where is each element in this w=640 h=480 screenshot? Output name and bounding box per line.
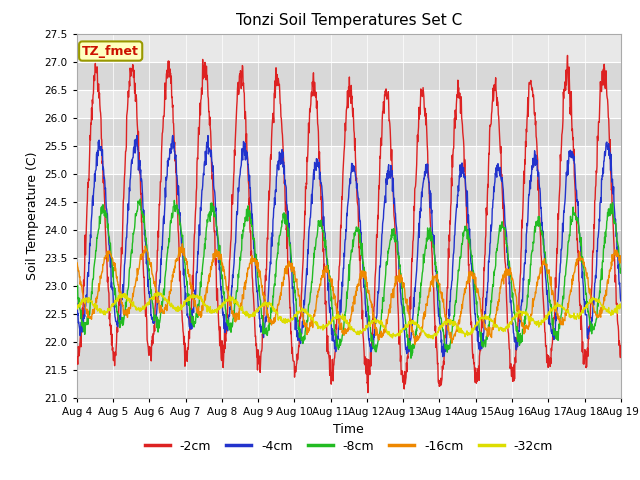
- Bar: [77, 258, 621, 286]
- Bar: [77, 174, 621, 202]
- -16cm: [179, 241, 186, 247]
- -2cm: [617, 343, 625, 348]
- -8cm: [136, 196, 144, 202]
- -2cm: [180, 351, 188, 357]
- -2cm: [434, 361, 442, 367]
- -4cm: [195, 251, 202, 257]
- Line: -4cm: -4cm: [77, 135, 621, 357]
- -8cm: [434, 277, 442, 283]
- -4cm: [133, 132, 141, 138]
- -4cm: [434, 288, 442, 294]
- -16cm: [73, 260, 81, 265]
- -32cm: [181, 301, 189, 307]
- -32cm: [505, 324, 513, 330]
- Line: -8cm: -8cm: [77, 199, 621, 358]
- -32cm: [195, 295, 202, 301]
- -32cm: [617, 301, 625, 307]
- -2cm: [505, 331, 513, 336]
- Line: -2cm: -2cm: [77, 55, 621, 393]
- -32cm: [434, 329, 442, 335]
- -8cm: [195, 301, 202, 307]
- -8cm: [553, 336, 561, 342]
- -16cm: [195, 311, 202, 317]
- Bar: [77, 202, 621, 230]
- -4cm: [181, 283, 189, 289]
- -32cm: [429, 336, 436, 342]
- -4cm: [255, 308, 263, 314]
- Bar: [77, 146, 621, 174]
- -16cm: [411, 342, 419, 348]
- -32cm: [73, 303, 81, 309]
- -2cm: [364, 390, 372, 396]
- -8cm: [255, 282, 263, 288]
- Bar: [77, 342, 621, 371]
- -4cm: [73, 300, 81, 306]
- -8cm: [505, 263, 513, 269]
- Legend: -2cm, -4cm, -8cm, -16cm, -32cm: -2cm, -4cm, -8cm, -16cm, -32cm: [140, 435, 558, 458]
- Bar: [77, 286, 621, 314]
- -32cm: [154, 289, 161, 295]
- Bar: [77, 61, 621, 90]
- -2cm: [553, 260, 561, 266]
- -16cm: [255, 271, 263, 276]
- Bar: [77, 230, 621, 258]
- Bar: [77, 118, 621, 146]
- -16cm: [181, 254, 189, 260]
- Bar: [77, 34, 621, 61]
- -8cm: [73, 283, 81, 288]
- -16cm: [434, 279, 442, 285]
- Y-axis label: Soil Temperature (C): Soil Temperature (C): [26, 152, 39, 280]
- -16cm: [553, 309, 561, 315]
- -32cm: [255, 304, 263, 310]
- Title: Tonzi Soil Temperatures Set C: Tonzi Soil Temperatures Set C: [236, 13, 462, 28]
- Text: TZ_fmet: TZ_fmet: [82, 45, 139, 58]
- -4cm: [617, 298, 625, 304]
- -8cm: [407, 355, 415, 361]
- -2cm: [73, 358, 81, 363]
- -2cm: [194, 156, 202, 162]
- Bar: [77, 371, 621, 398]
- -4cm: [505, 268, 513, 274]
- -2cm: [564, 52, 572, 58]
- -8cm: [617, 266, 625, 272]
- -32cm: [553, 304, 561, 310]
- X-axis label: Time: Time: [333, 423, 364, 436]
- -2cm: [255, 355, 262, 361]
- -4cm: [439, 354, 447, 360]
- Bar: [77, 314, 621, 342]
- Line: -32cm: -32cm: [77, 292, 621, 339]
- -16cm: [505, 273, 513, 278]
- -4cm: [553, 307, 561, 313]
- Bar: [77, 90, 621, 118]
- -8cm: [181, 260, 189, 265]
- Line: -16cm: -16cm: [77, 244, 621, 345]
- -16cm: [617, 257, 625, 263]
